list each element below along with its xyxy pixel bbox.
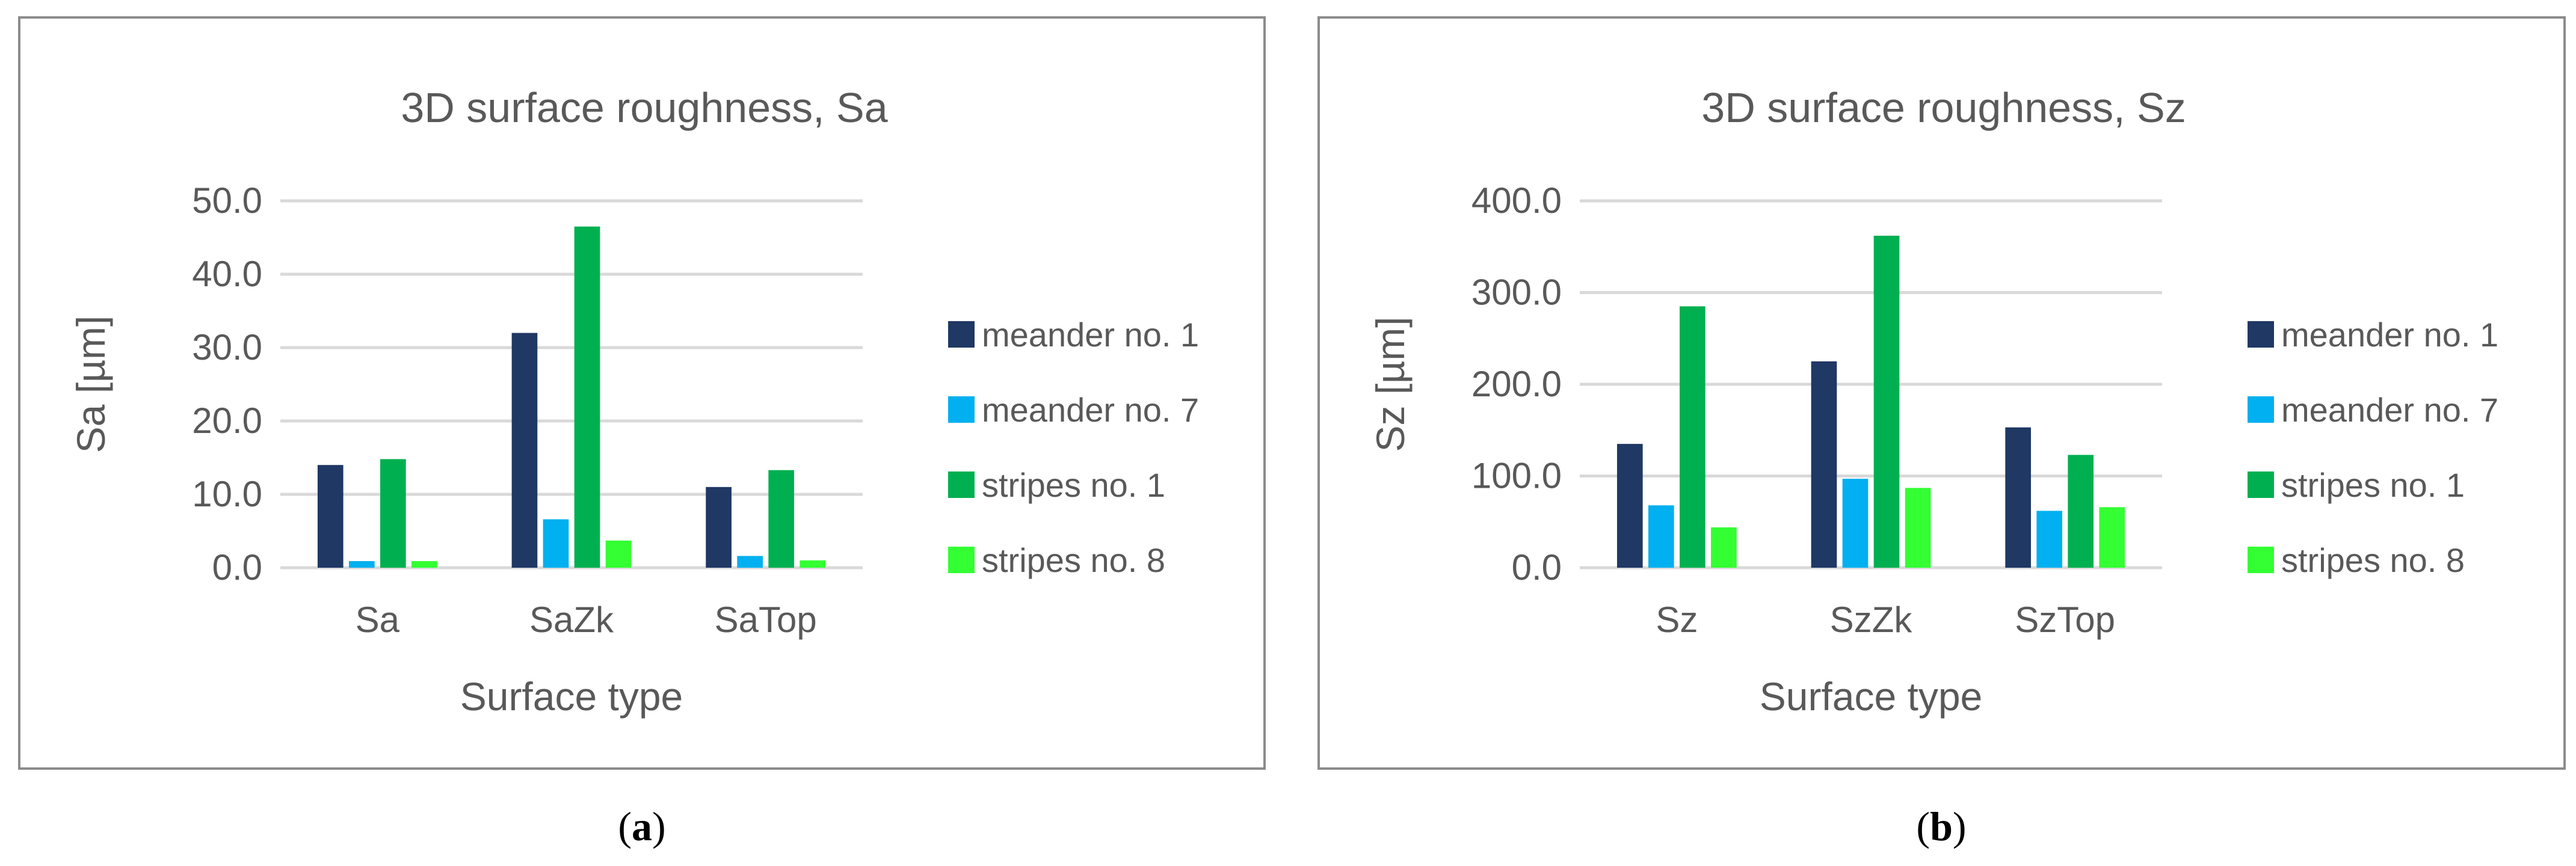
bar <box>706 487 732 568</box>
legend-swatch <box>948 547 975 573</box>
caption-b-label: b <box>1930 803 1953 849</box>
legend-label: meander no. 7 <box>982 391 1199 429</box>
bar <box>768 470 795 568</box>
legend-swatch <box>2248 471 2274 498</box>
x-tick-label: Sz <box>1656 600 1698 640</box>
y-tick-label: 100.0 <box>1471 456 1562 496</box>
y-tick-label: 200.0 <box>1471 364 1562 404</box>
caption-b: (b) <box>1916 803 1967 849</box>
bar <box>605 540 632 568</box>
x-tick-label: Sa <box>356 600 400 640</box>
x-tick-label: SzTop <box>2015 600 2115 640</box>
bar <box>2099 507 2125 568</box>
y-tick-label: 0.0 <box>212 547 262 588</box>
bar <box>1905 488 1931 568</box>
caption-a-label: a <box>632 803 652 849</box>
bar <box>1842 479 1869 568</box>
y-tick-label: 300.0 <box>1471 272 1562 313</box>
y-tick-label: 10.0 <box>192 474 262 514</box>
x-axis-label: Surface type <box>460 674 683 719</box>
bar <box>2068 455 2094 568</box>
chart-panel-a: 3D surface roughness, Sa 0.0 10.0 20.0 30.0 4… <box>18 16 1266 770</box>
chart-sa: 3D surface roughness, Sa 0.0 10.0 20.0 30.0 4… <box>69 84 1199 719</box>
legend-swatch <box>948 396 975 423</box>
x-axis-label: Surface type <box>1760 674 1983 719</box>
bar <box>2036 511 2062 568</box>
y-tick-label: 40.0 <box>192 254 262 294</box>
legend-label: stripes no. 8 <box>2281 541 2465 579</box>
bar <box>1873 235 1900 568</box>
legend-swatch <box>948 471 975 498</box>
chart-sz: 3D surface roughness, Sz 0.0 100.0 200.0 300… <box>1368 84 2498 719</box>
bar <box>380 459 406 568</box>
y-axis-label: Sz [µm] <box>1368 316 1413 452</box>
y-tick-label: 0.0 <box>1512 547 1562 588</box>
bar <box>411 561 437 568</box>
legend-label: meander no. 7 <box>2281 391 2498 429</box>
legend-swatch <box>2248 396 2274 423</box>
x-tick-label: SaZk <box>529 600 614 640</box>
bar <box>2005 427 2031 568</box>
bar <box>1648 505 1674 568</box>
legend-swatch <box>2248 547 2274 573</box>
chart-title: 3D surface roughness, Sa <box>401 84 887 131</box>
bar <box>1680 306 1706 568</box>
legend-label: meander no. 1 <box>982 316 1199 354</box>
legend-label: stripes no. 8 <box>982 541 1165 579</box>
legend-swatch <box>2248 321 2274 348</box>
bar <box>737 556 763 568</box>
bar <box>1711 527 1737 568</box>
caption-a: (a) <box>618 803 666 849</box>
bar <box>574 226 600 568</box>
bar <box>511 333 538 568</box>
y-tick-label: 50.0 <box>192 180 262 221</box>
legend-label: stripes no. 1 <box>982 466 1165 504</box>
bar <box>348 561 375 568</box>
y-tick-label: 400.0 <box>1471 180 1562 221</box>
legend-label: stripes no. 1 <box>2281 466 2465 504</box>
chart-panel-b: 3D surface roughness, Sz 0.0 100.0 200.0 300… <box>1317 16 2566 770</box>
y-tick-label: 30.0 <box>192 327 262 367</box>
chart-title: 3D surface roughness, Sz <box>1701 84 2186 131</box>
y-tick-label: 20.0 <box>192 401 262 441</box>
x-tick-label: SaTop <box>715 600 817 640</box>
y-axis-label: Sa [µm] <box>69 316 113 453</box>
legend-swatch <box>948 321 975 348</box>
bar <box>543 519 569 568</box>
legend-label: meander no. 1 <box>2281 316 2498 354</box>
bar <box>317 465 344 568</box>
x-tick-label: SzZk <box>1830 600 1913 640</box>
bar <box>1811 361 1837 568</box>
bar <box>1616 444 1643 568</box>
bar <box>800 560 826 568</box>
